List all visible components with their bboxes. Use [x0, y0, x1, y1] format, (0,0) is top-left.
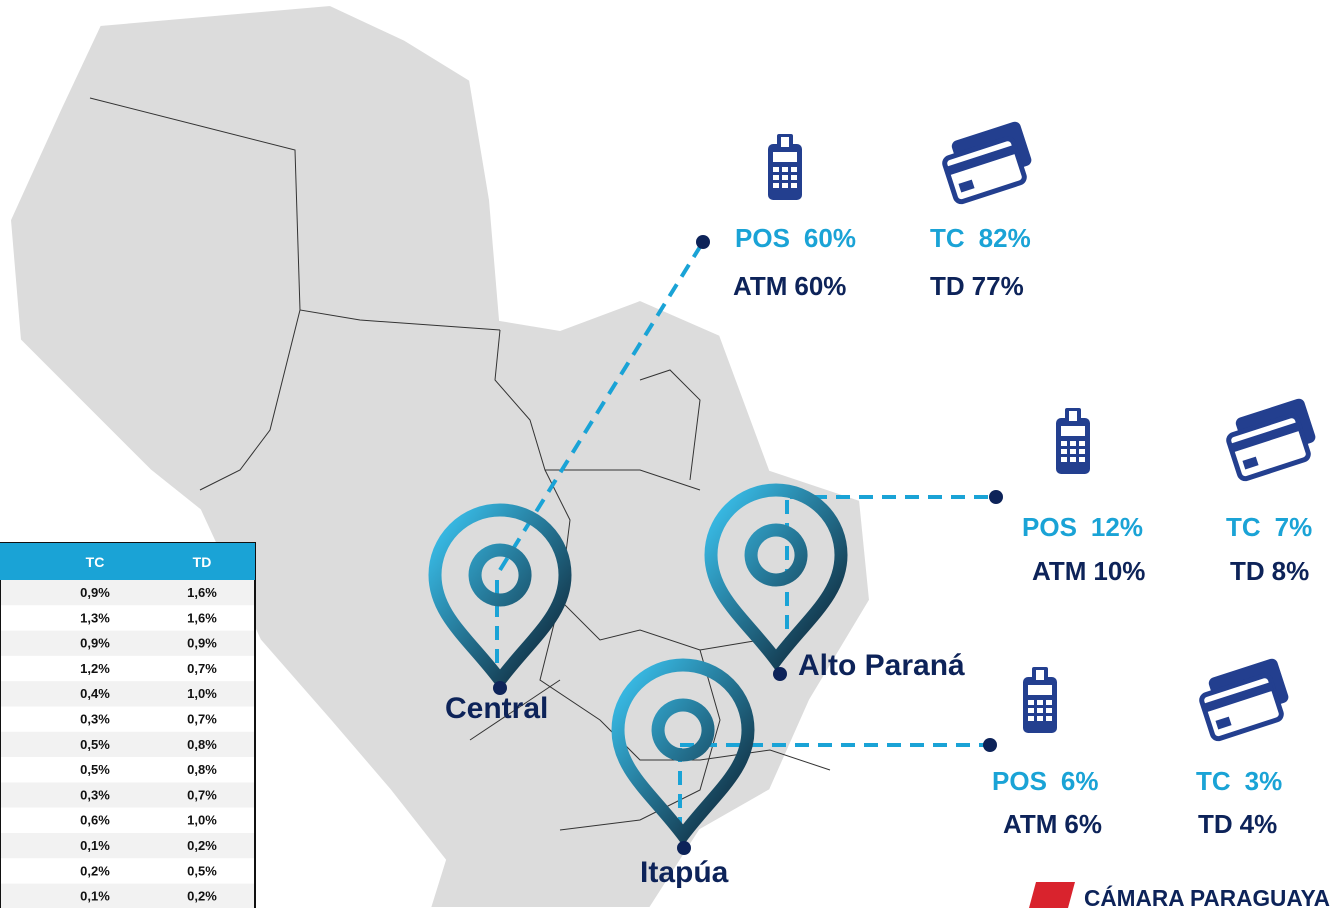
- table-cell: 0,2%: [80, 863, 110, 878]
- table: TC TD 0,9% 1,6% 1,3% 1,6% 0,9% 0,9% 1,2% 0,7% 0,4%…: [0, 542, 256, 908]
- stat-value: 3%: [1245, 766, 1283, 796]
- table-row-bg: [1, 858, 254, 884]
- stat-label: TC: [1226, 512, 1261, 542]
- table-cell: 0,5%: [187, 863, 217, 878]
- region-name: Central: [445, 692, 548, 725]
- stat-value: 10%: [1093, 556, 1145, 586]
- stat-value: 60%: [804, 223, 856, 253]
- table-cell: 0,3%: [80, 712, 110, 727]
- table-cell: 1,6%: [187, 585, 217, 600]
- card-icon: [1196, 657, 1294, 740]
- table-cell: 0,8%: [187, 737, 217, 752]
- table-cell: 0,9%: [187, 636, 217, 651]
- stat-label: TC: [930, 223, 965, 253]
- stat-label: POS: [735, 223, 790, 253]
- table-row-bg: [1, 731, 254, 758]
- table-cell: 0,9%: [80, 636, 110, 651]
- stat-label: ATM: [733, 271, 787, 301]
- stat: POS 60%: [735, 223, 856, 253]
- stat: ATM 60%: [733, 271, 846, 301]
- stat: TD 4%: [1198, 809, 1277, 839]
- table-cell: 0,8%: [187, 762, 217, 777]
- stat: TC 82%: [930, 223, 1031, 253]
- table-cell: 0,2%: [187, 889, 217, 904]
- table-row-bg: [1, 580, 254, 606]
- region-name: Itapúa: [640, 856, 729, 889]
- table-cell: 0,7%: [187, 787, 217, 802]
- table-cell: 1,0%: [187, 686, 217, 701]
- stat-label: POS: [1022, 512, 1077, 542]
- table-row-bg: [1, 706, 254, 732]
- pos-icon: [1056, 408, 1090, 474]
- stat-value: 12%: [1091, 512, 1143, 542]
- stat-value: 6%: [1064, 809, 1102, 839]
- stat-label: POS: [992, 766, 1047, 796]
- region-name: Alto Paraná: [798, 649, 965, 682]
- stat-value: 8%: [1272, 556, 1310, 586]
- table-cell: 0,4%: [80, 686, 110, 701]
- stat-value: 77%: [972, 271, 1024, 301]
- table-cell: 0,7%: [187, 661, 217, 676]
- table-row-bg: [1, 807, 254, 833]
- table-cell: 0,6%: [80, 813, 110, 828]
- table-row-bg: [1, 681, 254, 707]
- table-cell: 0,5%: [80, 762, 110, 777]
- table-row-bg: [1, 630, 254, 656]
- stat-value: 82%: [979, 223, 1031, 253]
- map-borders: [89, 97, 831, 831]
- table-row-bg: [1, 883, 254, 908]
- stat: TC 3%: [1196, 766, 1282, 796]
- card-icon: [939, 120, 1037, 203]
- table-row-bg: [1, 757, 254, 783]
- stat: POS 12%: [1022, 512, 1143, 542]
- stat: TD 8%: [1230, 556, 1309, 586]
- pos-icon: [1023, 667, 1057, 733]
- stat: TC 7%: [1226, 512, 1312, 542]
- pos-icon: [768, 134, 802, 200]
- stat-label: ATM: [1032, 556, 1086, 586]
- table-header-bg: [0, 543, 255, 580]
- table-row-bg: [1, 655, 254, 682]
- table-cell: 1,2%: [80, 661, 110, 676]
- stat-value: 6%: [1061, 766, 1099, 796]
- table-header: TD: [193, 554, 212, 570]
- table-cell: 0,7%: [187, 712, 217, 727]
- table-row-bg: [1, 605, 254, 631]
- table-cell: 1,0%: [187, 813, 217, 828]
- table-cell: 0,3%: [80, 787, 110, 802]
- map-paraguay: [8, 3, 872, 908]
- table-cell: 1,6%: [187, 610, 217, 625]
- table-cell: 0,9%: [80, 585, 110, 600]
- table-cell: 0,5%: [80, 737, 110, 752]
- stat-value: 4%: [1240, 809, 1278, 839]
- table-header: TC: [86, 554, 105, 570]
- stat-value: 60%: [794, 271, 846, 301]
- card-icon: [1223, 397, 1321, 480]
- stat: ATM 10%: [1032, 556, 1145, 586]
- stat-label: ATM: [1003, 809, 1057, 839]
- table-cell: 0,1%: [80, 889, 110, 904]
- connector: [498, 240, 705, 572]
- stat-label: TD: [1198, 809, 1233, 839]
- table-row-bg: [1, 833, 254, 859]
- table-cell: 0,1%: [80, 838, 110, 853]
- stat-label: TC: [1196, 766, 1231, 796]
- stat: ATM 6%: [1003, 809, 1102, 839]
- stat: POS 6%: [992, 766, 1099, 796]
- stat: TD 77%: [930, 271, 1024, 301]
- stat-value: 7%: [1275, 512, 1313, 542]
- table-row-bg: [1, 782, 254, 808]
- stat-label: TD: [930, 271, 965, 301]
- logo-mark: [1029, 882, 1075, 908]
- table-cell: 1,3%: [80, 610, 110, 625]
- dots: [493, 235, 1003, 855]
- table-cell: 0,2%: [187, 838, 217, 853]
- logo-text: CÁMARA PARAGUAYA: [1084, 884, 1330, 908]
- stat-label: TD: [1230, 556, 1265, 586]
